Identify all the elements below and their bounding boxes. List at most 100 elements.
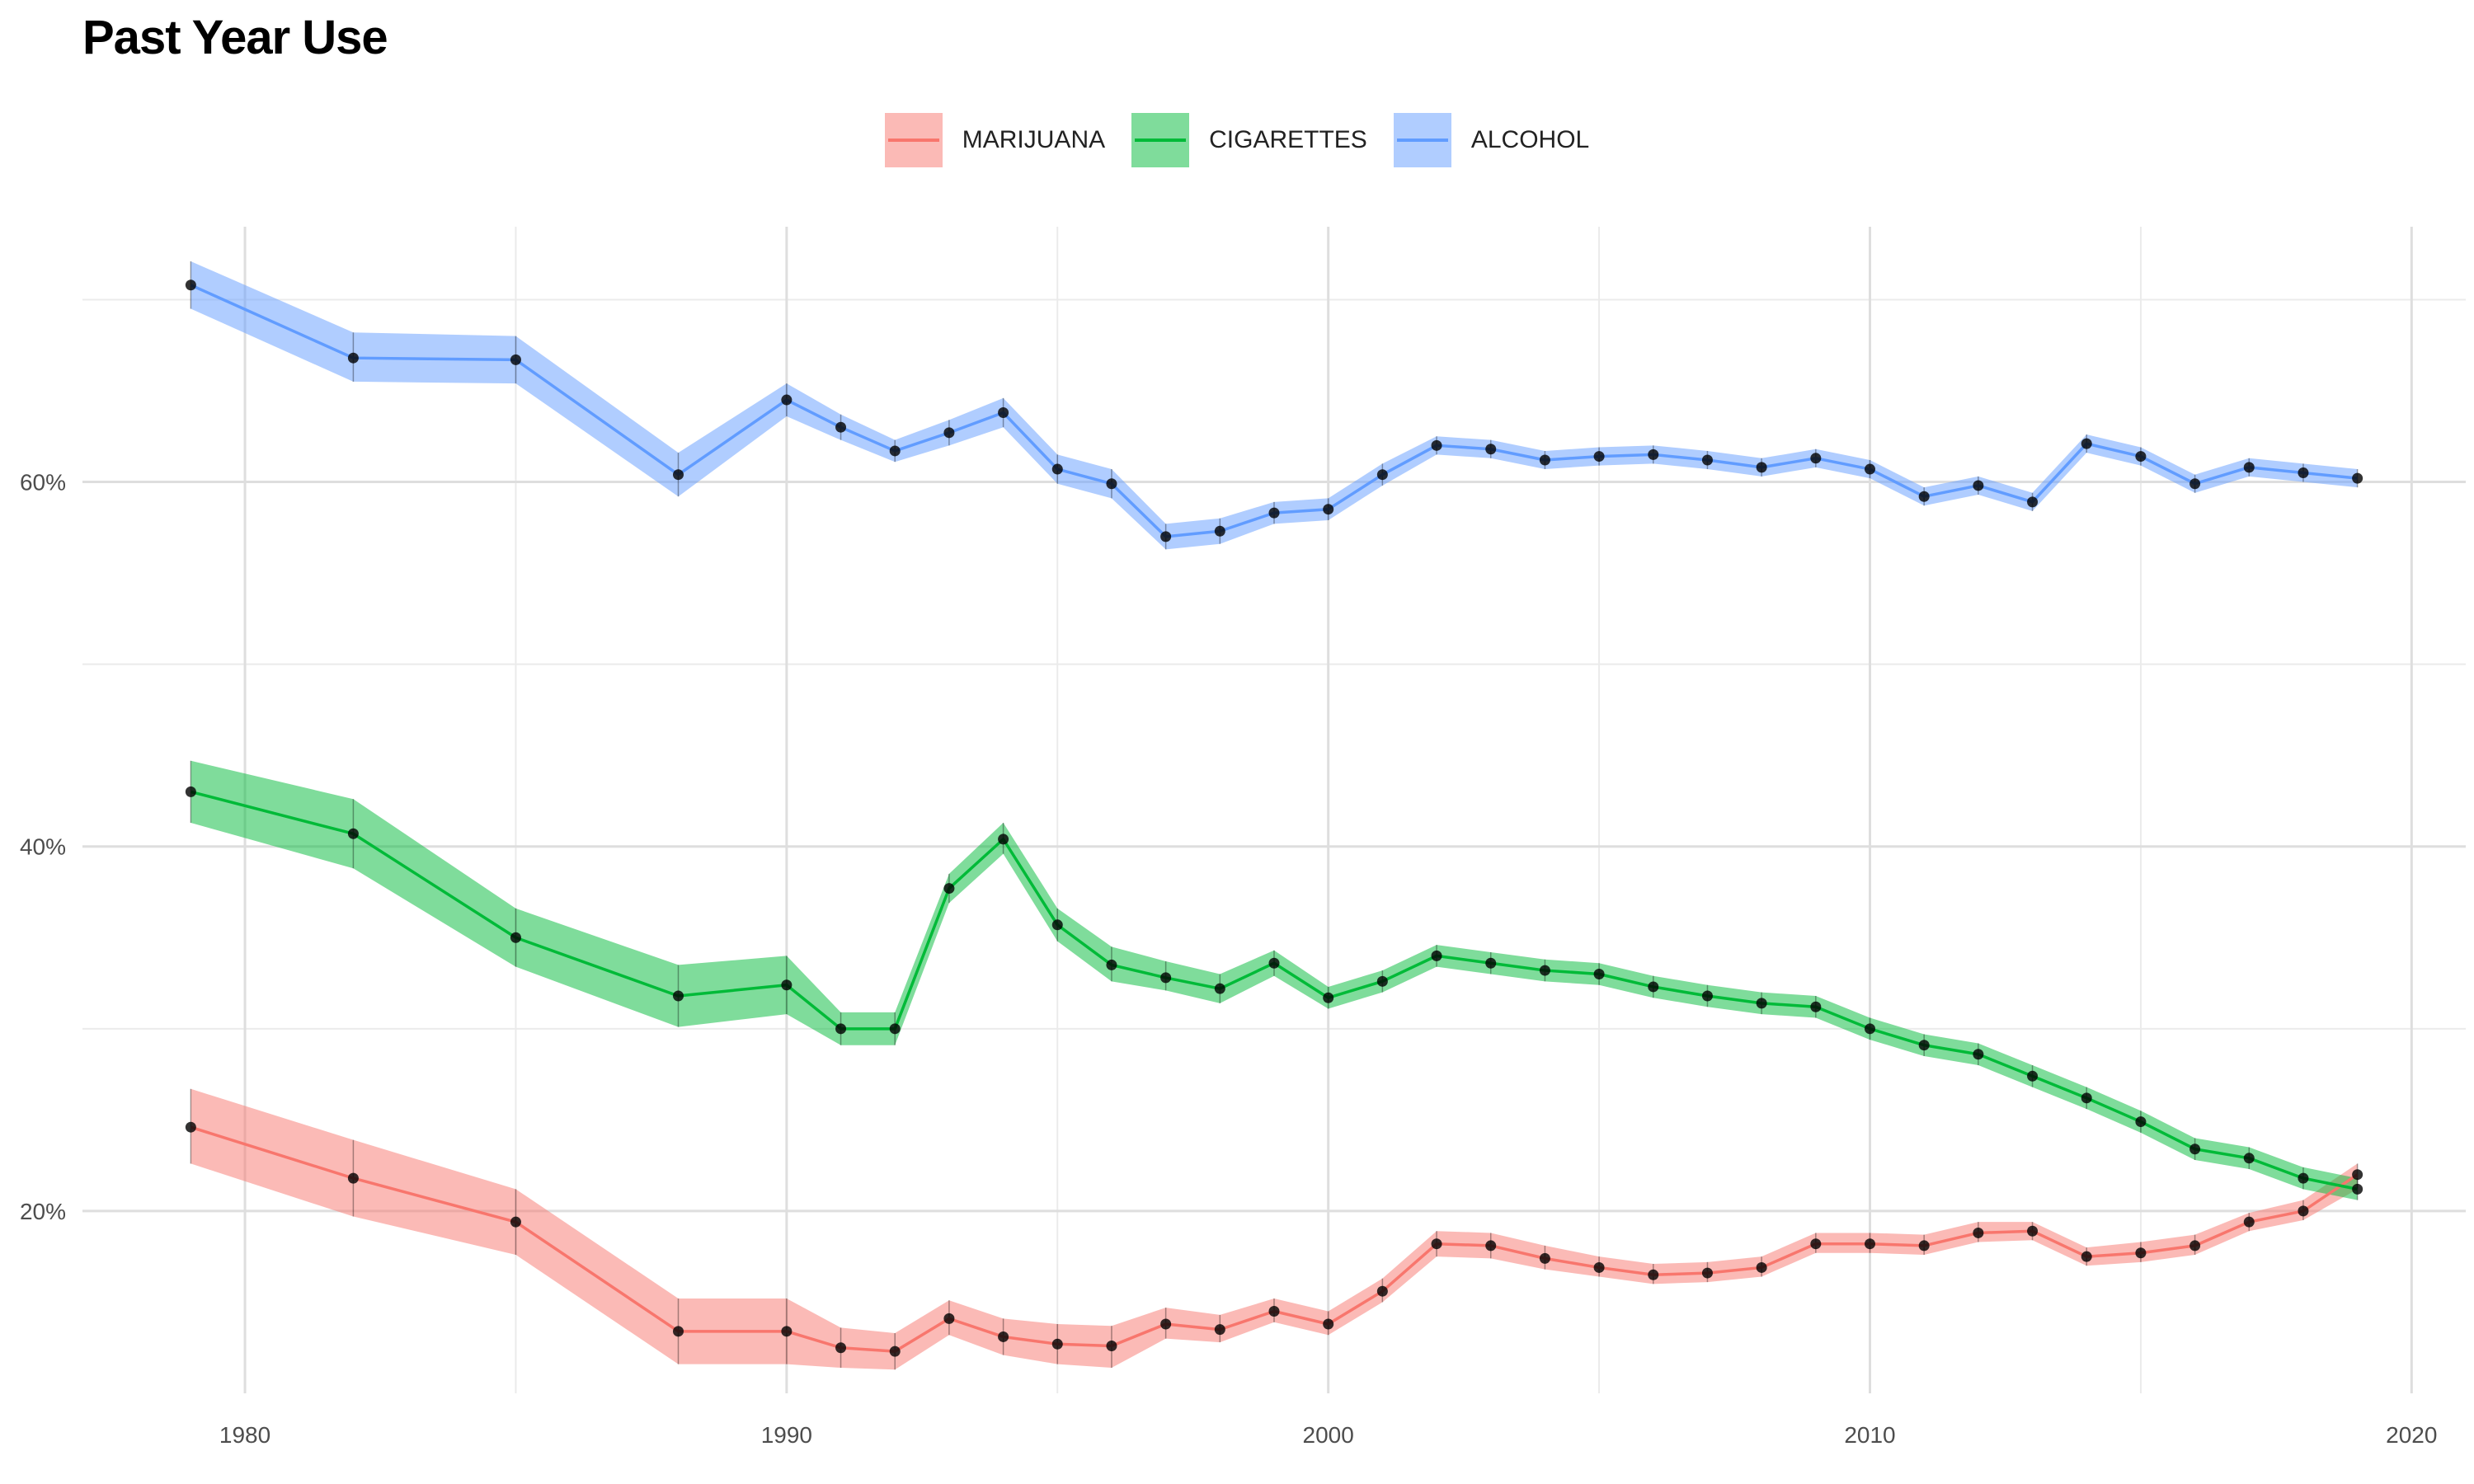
point-alcohol [1973,480,1984,491]
point-marijuana [943,1313,955,1324]
point-alcohol [185,279,196,291]
point-alcohol [1539,454,1550,466]
point-alcohol [1323,504,1334,515]
point-cigarettes [835,1023,847,1035]
point-cigarettes [1485,957,1497,969]
point-alcohol [998,407,1009,419]
point-marijuana [2081,1251,2092,1262]
legend-key-cigarettes [1131,113,1190,167]
x-tick-label: 2020 [2386,1422,2437,1448]
point-cigarettes [943,883,955,895]
legend: MARIJUANA CIGARETTES ALCOHOL [0,109,2474,171]
point-marijuana [781,1326,793,1337]
point-cigarettes [1214,983,1225,994]
point-cigarettes [2352,1183,2363,1195]
legend-label-cigarettes: CIGARETTES [1209,126,1367,153]
legend-item-cigarettes: CIGARETTES [1131,113,1367,167]
point-alcohol [1051,463,1063,475]
point-cigarettes [1593,968,1605,979]
point-alcohol [347,352,359,364]
point-cigarettes [2243,1153,2255,1164]
point-alcohol [1756,462,1767,473]
point-cigarettes [781,979,793,991]
point-cigarettes [1973,1049,1984,1060]
point-marijuana [1106,1341,1117,1352]
point-marijuana [1756,1261,1767,1273]
point-marijuana [1268,1306,1280,1317]
point-alcohol [2027,496,2039,508]
point-alcohol [1918,491,1930,502]
y-tick-label: 40% [20,834,66,860]
point-marijuana [347,1172,359,1184]
point-alcohol [889,445,901,457]
point-alcohol [673,469,684,481]
point-marijuana [2189,1240,2201,1252]
band-marijuana [190,1088,2358,1370]
line-cigarettes [190,790,2358,1191]
point-cigarettes [1431,950,1442,961]
point-marijuana [185,1121,196,1133]
point-marijuana [1539,1252,1550,1264]
point-marijuana [1593,1261,1605,1273]
point-alcohol [1268,507,1280,519]
point-marijuana [1160,1318,1172,1330]
point-cigarettes [185,786,196,797]
point-alcohol [1485,444,1497,455]
point-alcohol [1648,448,1659,460]
point-alcohol [1160,531,1172,542]
point-marijuana [1701,1267,1713,1279]
x-tick-label: 2010 [1844,1422,1895,1448]
point-marijuana [1431,1238,1442,1250]
point-marijuana [889,1345,901,1357]
point-cigarettes [1268,957,1280,969]
point-cigarettes [1160,972,1172,984]
point-cigarettes [889,1023,901,1035]
point-marijuana [673,1326,684,1337]
point-marijuana [1648,1269,1659,1280]
point-cigarettes [2135,1116,2147,1128]
x-axis-ticks: 1980 1990 2000 2010 2020 [219,1422,2438,1448]
point-marijuana [1973,1227,1984,1238]
point-marijuana [1485,1240,1497,1252]
point-marijuana [1865,1238,1875,1250]
confidence-bands [190,261,2358,1370]
point-marijuana [835,1342,847,1354]
point-marijuana [2352,1169,2363,1181]
point-alcohol [943,427,955,439]
legend-label-marijuana: MARIJUANA [962,126,1106,153]
legend-key-marijuana [884,113,943,167]
y-axis-ticks: 20% 40% 60% [20,470,66,1224]
point-alcohol [1865,463,1875,475]
band-cigarettes [190,760,2358,1200]
point-cigarettes [1376,975,1388,987]
point-alcohol [1593,451,1605,463]
point-alcohol [1214,525,1225,537]
point-cigarettes [673,990,684,1002]
point-marijuana [998,1331,1009,1342]
point-cigarettes [2081,1092,2092,1104]
point-cigarettes [2027,1070,2039,1082]
point-marijuana [1918,1240,1930,1252]
point-alcohol [2081,438,2092,449]
point-marijuana [2027,1225,2039,1237]
point-marijuana [1810,1238,1822,1250]
point-cigarettes [1701,990,1713,1002]
point-marijuana [1376,1285,1388,1297]
legend-item-alcohol: ALCOHOL [1393,113,1589,167]
line-marijuana [190,1125,2359,1353]
point-marijuana [1323,1318,1334,1330]
point-cigarettes [1810,1001,1822,1012]
point-cigarettes [510,932,521,943]
point-alcohol [510,354,521,365]
point-alcohol [2298,467,2309,478]
point-cigarettes [2189,1144,2201,1155]
legend-key-alcohol [1393,113,1451,167]
series-lines [190,284,2359,1353]
point-cigarettes [2298,1172,2309,1184]
point-alcohol [835,421,847,433]
point-alcohol [1701,454,1713,466]
x-tick-label: 1990 [761,1422,812,1448]
point-marijuana [2298,1205,2309,1217]
point-alcohol [1810,453,1822,464]
